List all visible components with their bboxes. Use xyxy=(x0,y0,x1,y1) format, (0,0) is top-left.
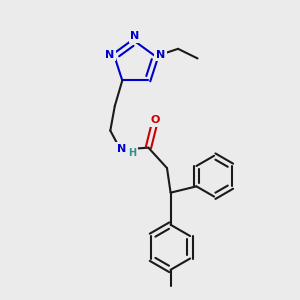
Text: N: N xyxy=(105,50,114,60)
Text: O: O xyxy=(151,115,160,125)
Text: N: N xyxy=(130,31,140,41)
Text: N: N xyxy=(117,144,126,154)
Text: H: H xyxy=(128,148,136,158)
Text: N: N xyxy=(156,50,165,60)
